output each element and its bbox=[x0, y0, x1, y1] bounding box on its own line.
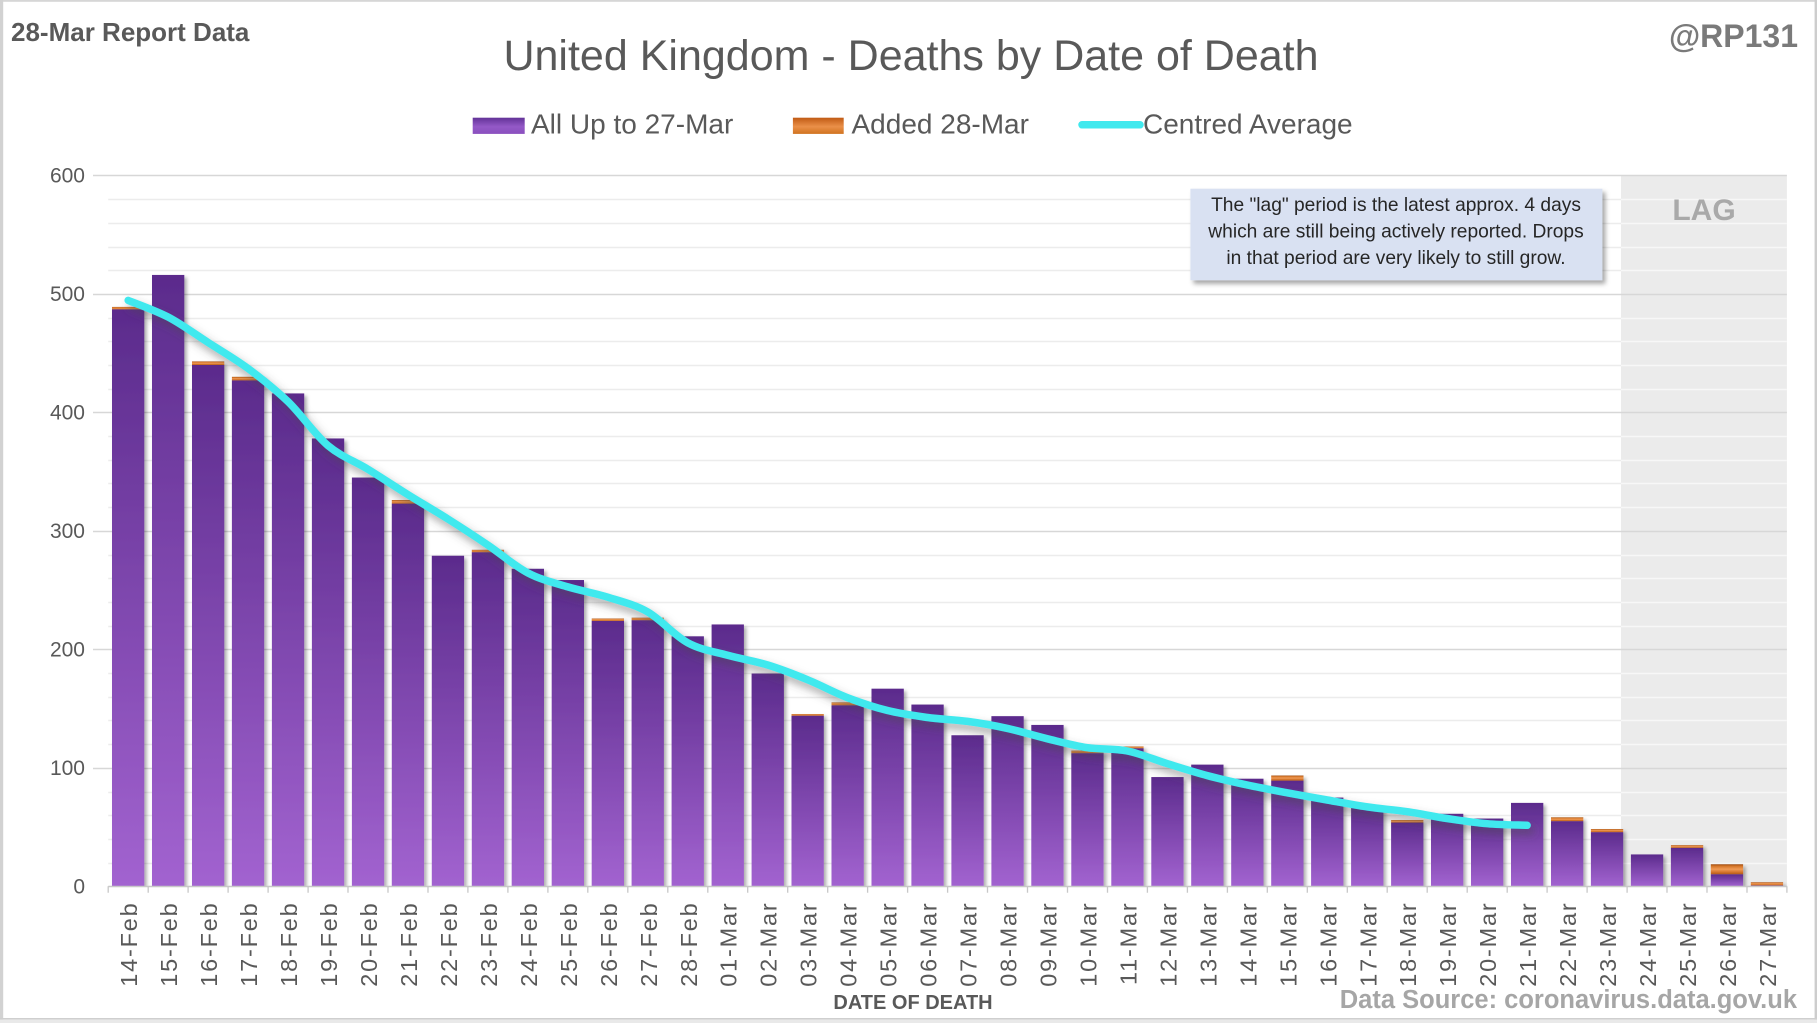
svg-text:01-Mar: 01-Mar bbox=[716, 902, 742, 987]
svg-text:15-Feb: 15-Feb bbox=[156, 902, 182, 987]
svg-text:28-Mar Report Data: 28-Mar Report Data bbox=[11, 17, 250, 47]
svg-text:12-Mar: 12-Mar bbox=[1155, 902, 1181, 987]
svg-text:24-Mar: 24-Mar bbox=[1635, 902, 1661, 987]
svg-text:11-Mar: 11-Mar bbox=[1115, 902, 1141, 986]
svg-text:27-Mar: 27-Mar bbox=[1755, 902, 1781, 987]
svg-text:27-Feb: 27-Feb bbox=[636, 902, 662, 987]
svg-text:Added 28-Mar: Added 28-Mar bbox=[852, 109, 1029, 140]
svg-text:02-Mar: 02-Mar bbox=[756, 902, 782, 987]
svg-text:600: 600 bbox=[50, 164, 85, 187]
svg-text:07-Mar: 07-Mar bbox=[956, 902, 982, 987]
svg-text:26-Feb: 26-Feb bbox=[596, 902, 622, 987]
svg-text:All Up to 27-Mar: All Up to 27-Mar bbox=[531, 109, 733, 140]
svg-text:05-Mar: 05-Mar bbox=[876, 902, 902, 987]
svg-text:18-Mar: 18-Mar bbox=[1395, 902, 1421, 987]
svg-text:04-Mar: 04-Mar bbox=[836, 902, 862, 987]
svg-text:17-Mar: 17-Mar bbox=[1355, 902, 1381, 987]
svg-text:13-Mar: 13-Mar bbox=[1195, 902, 1221, 987]
svg-text:14-Mar: 14-Mar bbox=[1235, 902, 1261, 987]
svg-text:The "lag" period is the latest: The "lag" period is the latest approx. 4… bbox=[1211, 195, 1581, 216]
svg-text:28-Feb: 28-Feb bbox=[676, 902, 702, 987]
svg-text:15-Mar: 15-Mar bbox=[1275, 902, 1301, 987]
svg-text:300: 300 bbox=[50, 520, 85, 543]
svg-text:19-Mar: 19-Mar bbox=[1435, 902, 1461, 987]
svg-text:21-Mar: 21-Mar bbox=[1515, 902, 1541, 987]
svg-text:23-Mar: 23-Mar bbox=[1595, 902, 1621, 987]
svg-text:23-Feb: 23-Feb bbox=[476, 902, 502, 987]
svg-text:500: 500 bbox=[50, 283, 85, 306]
svg-text:United Kingdom - Deaths by Dat: United Kingdom - Deaths by Date of Death bbox=[503, 32, 1318, 80]
svg-text:14-Feb: 14-Feb bbox=[116, 902, 142, 987]
svg-text:200: 200 bbox=[50, 638, 85, 661]
svg-text:20-Feb: 20-Feb bbox=[356, 902, 382, 987]
svg-text:0: 0 bbox=[73, 875, 85, 898]
svg-text:DATE OF DEATH: DATE OF DEATH bbox=[833, 992, 992, 1014]
svg-text:Centred Average: Centred Average bbox=[1143, 109, 1353, 140]
svg-text:Data Source: coronavirus.data.: Data Source: coronavirus.data.gov.uk bbox=[1340, 986, 1798, 1014]
svg-text:26-Mar: 26-Mar bbox=[1715, 902, 1741, 987]
svg-text:10-Mar: 10-Mar bbox=[1076, 902, 1102, 987]
svg-text:06-Mar: 06-Mar bbox=[916, 902, 942, 987]
svg-text:18-Feb: 18-Feb bbox=[276, 902, 302, 987]
svg-text:17-Feb: 17-Feb bbox=[236, 902, 262, 987]
svg-text:16-Mar: 16-Mar bbox=[1315, 902, 1341, 987]
svg-text:100: 100 bbox=[50, 757, 85, 780]
svg-text:20-Mar: 20-Mar bbox=[1475, 902, 1501, 987]
svg-text:03-Mar: 03-Mar bbox=[796, 902, 822, 987]
svg-text:400: 400 bbox=[50, 401, 85, 424]
svg-text:24-Feb: 24-Feb bbox=[516, 902, 542, 987]
svg-text:22-Mar: 22-Mar bbox=[1555, 902, 1581, 987]
svg-text:09-Mar: 09-Mar bbox=[1036, 902, 1062, 987]
svg-text:19-Feb: 19-Feb bbox=[316, 902, 342, 987]
svg-text:25-Feb: 25-Feb bbox=[556, 902, 582, 987]
svg-text:22-Feb: 22-Feb bbox=[436, 902, 462, 987]
svg-text:21-Feb: 21-Feb bbox=[396, 902, 422, 987]
svg-text:16-Feb: 16-Feb bbox=[196, 902, 222, 987]
svg-text:@RP131: @RP131 bbox=[1669, 18, 1798, 54]
svg-text:which are still being actively: which are still being actively reported.… bbox=[1207, 222, 1583, 243]
svg-text:25-Mar: 25-Mar bbox=[1675, 902, 1701, 987]
svg-text:in that period are very likely: in that period are very likely to still … bbox=[1226, 248, 1565, 269]
svg-text:LAG: LAG bbox=[1672, 194, 1735, 227]
svg-text:08-Mar: 08-Mar bbox=[996, 902, 1022, 987]
